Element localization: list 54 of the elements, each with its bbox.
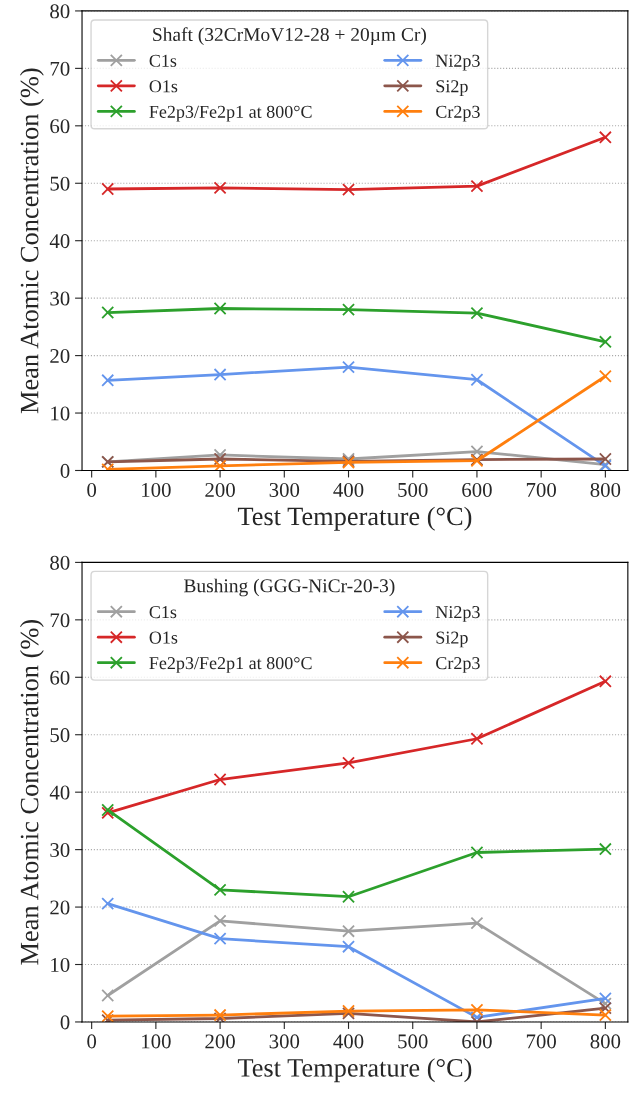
x-tick-label: 300 (269, 482, 300, 497)
x-tick-label: 0 (87, 1034, 97, 1049)
y-tick-label: 50 (50, 728, 70, 743)
x-tick-label: 700 (526, 1034, 556, 1049)
y-tick-label: 40 (49, 234, 70, 249)
x-tick-label: 300 (269, 1034, 300, 1049)
y-tick-label: 30 (50, 291, 70, 306)
y-tick-label: 40 (49, 785, 70, 800)
legend-label: Ni2p3 (435, 54, 480, 71)
x-tick-label: 800 (590, 482, 621, 497)
x-tick-label: 0 (87, 482, 97, 497)
x-tick-label: 500 (398, 1034, 428, 1049)
y-tick-label: 80 (50, 555, 70, 570)
legend-label: Si2p (436, 631, 468, 648)
y-tick-label: 60 (50, 119, 70, 134)
y-tick-label: 70 (50, 61, 70, 76)
x-tick-label: 800 (590, 1034, 621, 1049)
x-tick-label: 200 (205, 482, 235, 497)
x-tick-label: 200 (205, 1034, 235, 1049)
y-tick-label: 0 (60, 1015, 70, 1030)
legend-label: C1s (149, 606, 177, 619)
y-tick-label: 70 (50, 613, 70, 628)
x-tick-label: 400 (333, 482, 364, 497)
y-tick-label: 60 (50, 670, 70, 685)
legend-label: O1s (149, 80, 178, 93)
x-tick-label: 700 (526, 482, 556, 497)
legend-label: Ni2p3 (435, 606, 480, 622)
legend-label: C1s (149, 54, 177, 67)
y-tick-label: 10 (51, 957, 70, 972)
legend-label: Si2p (436, 80, 468, 97)
x-axis-title: Test Temperature (°C) (237, 1058, 472, 1083)
x-tick-label: 400 (333, 1034, 364, 1049)
legend-label: Cr2p3 (436, 657, 480, 673)
legend-title: Bushing (GGG-NiCr-20-3) (184, 578, 395, 597)
legend-title: Shaft (32CrMoV12-28 + 20µm Cr) (153, 27, 426, 46)
y-axis-title: Mean Atomic Concentration (%) (19, 620, 44, 965)
y-tick-label: 80 (50, 4, 70, 19)
legend-label: Fe2p3/Fe2p1 at 800°C (149, 657, 312, 673)
y-tick-label: 50 (50, 176, 70, 191)
legend-label: Cr2p3 (436, 105, 480, 122)
x-tick-label: 500 (398, 482, 428, 497)
x-tick-label: 100 (142, 1034, 171, 1049)
y-axis-title: Mean Atomic Concentration (%) (19, 68, 44, 414)
x-tick-label: 600 (462, 1034, 492, 1049)
y-tick-label: 20 (50, 348, 70, 364)
y-tick-label: 30 (50, 843, 70, 858)
y-tick-label: 20 (50, 900, 70, 915)
x-tick-label: 100 (142, 482, 171, 497)
x-axis-title: Test Temperature (°C) (237, 506, 472, 531)
legend-label: O1s (149, 631, 178, 644)
y-tick-label: 10 (51, 406, 70, 421)
y-tick-label: 0 (60, 463, 70, 478)
x-tick-label: 600 (462, 482, 492, 497)
legend-label: Fe2p3/Fe2p1 at 800°C (149, 105, 312, 122)
